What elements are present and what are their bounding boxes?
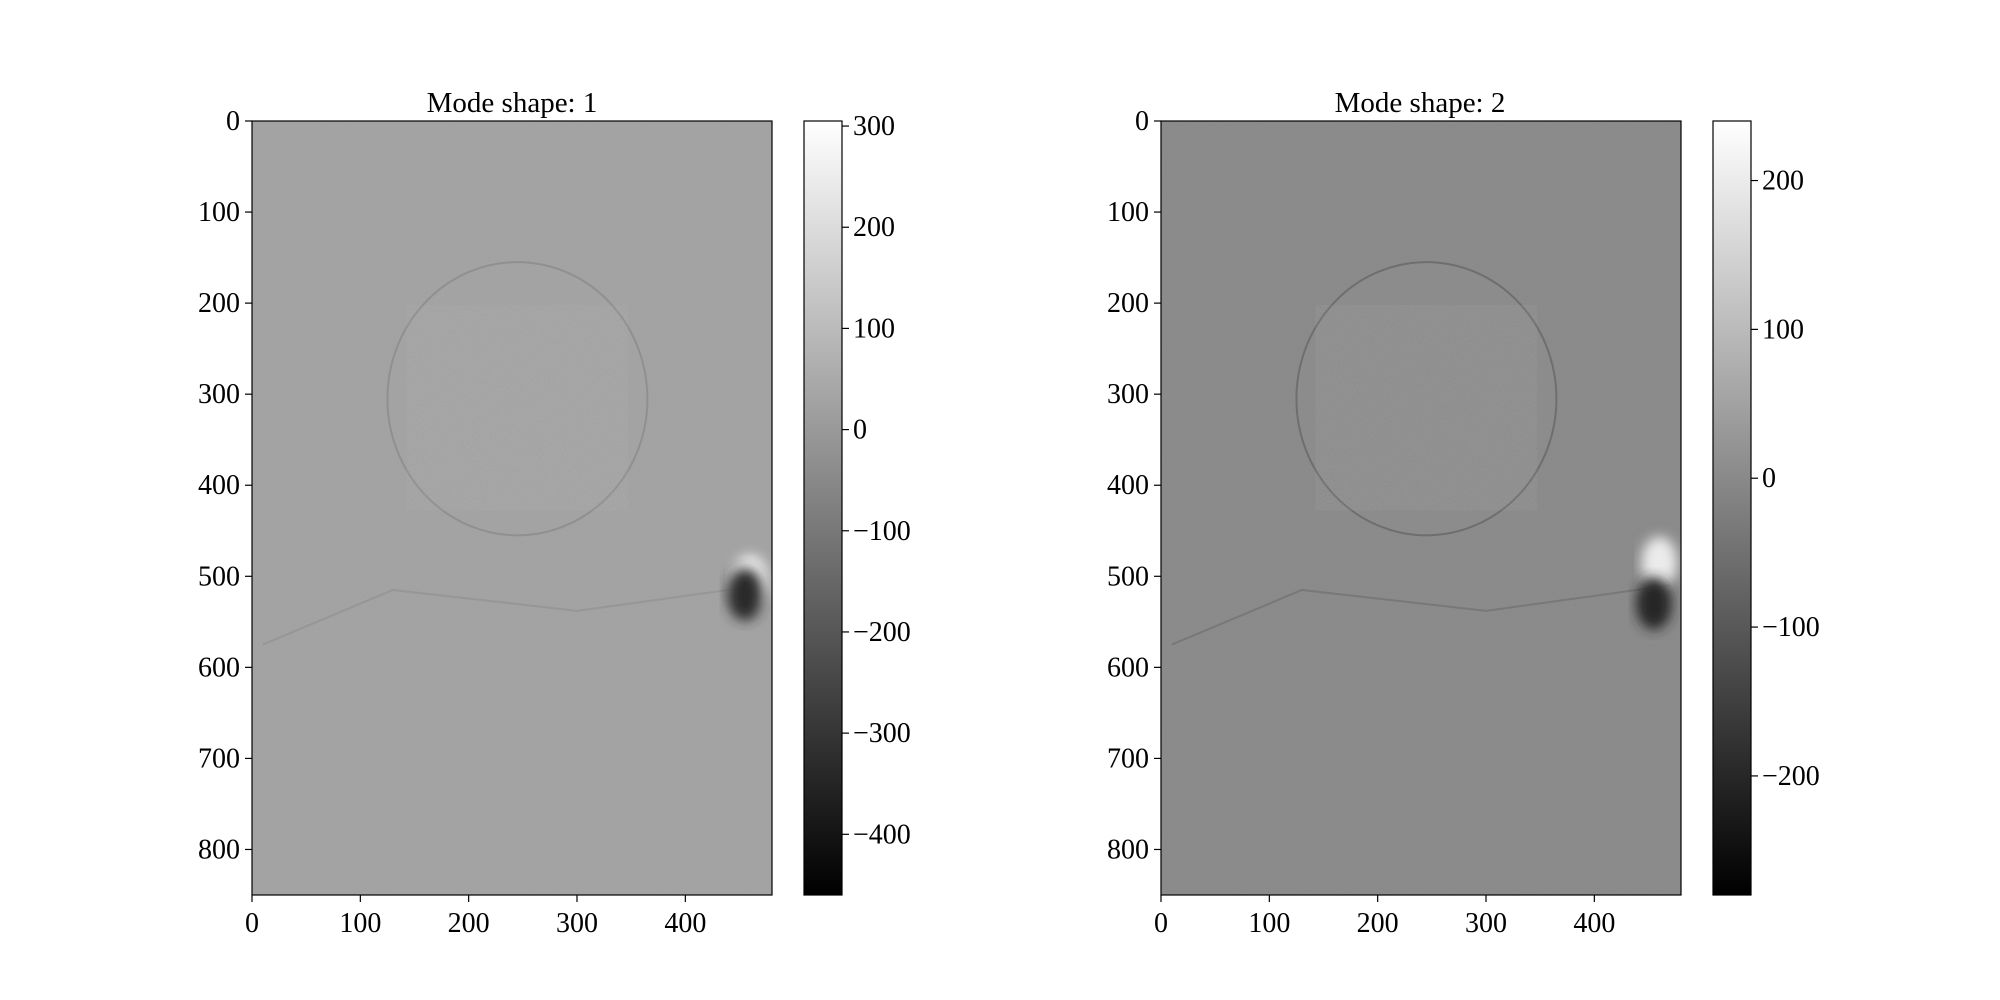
heatmap-dark-blob [726,568,763,621]
heatmap-shoulder-line [1171,584,1671,646]
y-tick-label: 600 [198,652,240,683]
panel-2-x-axis: 0 100 200 300 400 [1154,895,1615,939]
y-tick-label: 200 [1107,288,1149,319]
y-tick-label: 700 [198,743,240,774]
y-tick-label: 0 [226,106,240,137]
panel-2-heatmap [1160,120,1682,896]
panel-1-x-axis: 0 100 200 300 400 [245,895,706,939]
plot-frame [251,120,773,896]
x-tick-label: 100 [339,908,381,939]
x-tick-label: 400 [664,908,706,939]
y-tick-label: 800 [1107,834,1149,865]
y-tick-label: 600 [1107,652,1149,683]
colorbar-tick-label: −400 [853,819,911,850]
panel-1-y-axis: 0 100 200 300 400 500 600 700 800 [198,106,252,865]
colorbar-tick-label: 100 [853,313,895,344]
colorbar-tick-label: 200 [1762,166,1804,197]
x-tick-label: 0 [1154,908,1168,939]
panel-1-colorbar: 300 200 100 0 −100 −200 −300 −400 [803,111,911,896]
panel-2: Mode shape: 2 0 100 200 300 400 0 100 200 300 40… [1107,87,1820,939]
colorbar-tick-label: 0 [1762,463,1776,494]
y-tick-label: 400 [1107,470,1149,501]
y-tick-label: 100 [1107,197,1149,228]
panel-1: Mode shape: 1 0 100 200 300 400 0 100 200 300 40… [198,87,911,939]
plot-frame [1160,120,1682,896]
panel-2-colorbar: 200 100 0 −100 −200 [1712,120,1820,896]
x-tick-label: 100 [1248,908,1290,939]
colorbar-tick-label: −100 [853,516,911,547]
colorbar-gradient [1712,120,1752,896]
head-texture [1315,305,1537,511]
colorbar-tick-label: 200 [853,212,895,243]
y-tick-label: 500 [198,561,240,592]
colorbar-tick-label: 300 [853,111,895,142]
colorbar-tick-label: −200 [1762,761,1820,792]
y-tick-label: 700 [1107,743,1149,774]
y-tick-label: 400 [198,470,240,501]
heatmap-bright-blob [1641,536,1678,589]
colorbar-tick-label: 100 [1762,314,1804,345]
colorbar-tick-label: −100 [1762,612,1820,643]
x-tick-label: 200 [448,908,490,939]
colorbar-tick-label: 0 [853,415,867,446]
y-tick-label: 100 [198,197,240,228]
x-tick-label: 200 [1357,908,1399,939]
y-tick-label: 0 [1135,106,1149,137]
y-tick-label: 200 [198,288,240,319]
colorbar-gradient [803,120,843,896]
panel-1-title: Mode shape: 1 [427,87,598,119]
y-tick-label: 300 [198,379,240,410]
y-tick-label: 500 [1107,561,1149,592]
heatmap-shoulder-line [262,584,762,646]
y-tick-label: 800 [198,834,240,865]
y-tick-label: 300 [1107,379,1149,410]
colorbar-tick-label: −200 [853,617,911,648]
x-tick-label: 400 [1573,908,1615,939]
head-texture [406,305,628,511]
panel-2-title: Mode shape: 2 [1335,87,1506,119]
heatmap-dark-blob [1635,577,1672,630]
colorbar-tick-label: −300 [853,718,911,749]
x-tick-label: 300 [556,908,598,939]
panel-2-y-axis: 0 100 200 300 400 500 600 700 800 [1107,106,1161,865]
x-tick-label: 0 [245,908,259,939]
panel-1-heatmap [251,120,773,896]
x-tick-label: 300 [1465,908,1507,939]
